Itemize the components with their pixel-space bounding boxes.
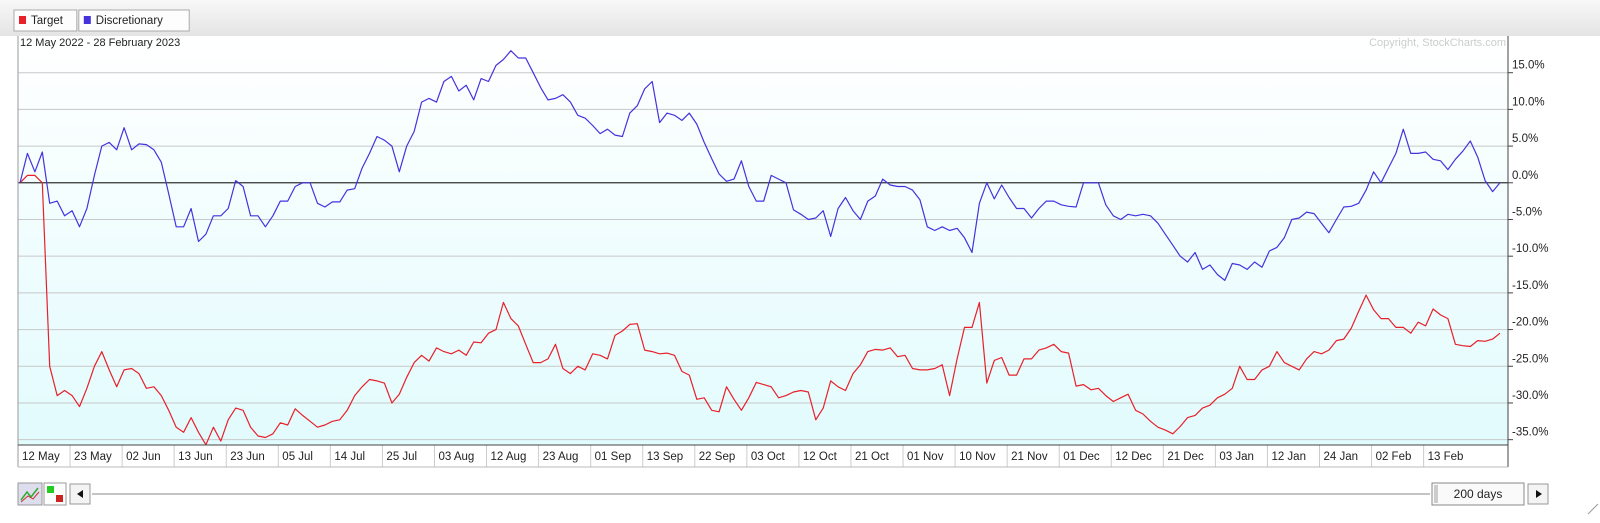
slider-grip (1434, 485, 1438, 503)
y-tick-label: -35.0% (1512, 427, 1548, 439)
x-tick-label: 23 May (74, 451, 112, 463)
legend-item[interactable] (13, 9, 78, 32)
header-bar (0, 0, 1600, 36)
plot-area (18, 36, 1508, 445)
y-tick-label: -25.0% (1512, 353, 1548, 365)
y-tick-label: 0.0% (1512, 170, 1538, 182)
x-tick-label: 21 Nov (1011, 451, 1048, 463)
x-tick-label: 03 Aug (438, 451, 474, 463)
x-tick-label: 01 Sep (595, 451, 631, 463)
x-tick-label: 25 Jul (386, 451, 417, 463)
legend-icon (47, 486, 54, 493)
x-tick-label: 12 May (22, 451, 60, 463)
x-tick-label: 12 Jan (1271, 451, 1306, 463)
x-tick-label: 03 Oct (751, 451, 786, 463)
chart-icon (20, 487, 39, 501)
x-tick-label: 23 Aug (543, 451, 579, 463)
period-box[interactable] (1431, 482, 1525, 506)
x-tick-label: 21 Dec (1167, 451, 1204, 463)
date-range: 12 May 2022 - 28 February 2023 (20, 37, 180, 49)
y-tick-label: 5.0% (1512, 133, 1538, 145)
x-tick-label: 02 Jun (126, 451, 161, 463)
y-tick-label: -5.0% (1512, 207, 1542, 219)
arrow-right (1536, 490, 1542, 498)
x-tick-label: 21 Oct (855, 451, 890, 463)
arrow-left (77, 490, 83, 498)
y-tick-label: 15.0% (1512, 60, 1545, 72)
x-tick-label: 14 Jul (334, 451, 365, 463)
x-tick-label: 13 Jun (178, 451, 213, 463)
x-tick-label: 12 Aug (491, 451, 527, 463)
x-tick-label: 12 Dec (1115, 451, 1152, 463)
x-tick-label: 13 Sep (647, 451, 683, 463)
y-tick-label: -15.0% (1512, 280, 1548, 292)
y-tick-label: -30.0% (1512, 390, 1548, 402)
legend-swatch (83, 16, 91, 24)
resize-grip (1587, 503, 1599, 515)
x-tick-label: 10 Nov (959, 451, 996, 463)
y-tick-label: 10.0% (1512, 96, 1545, 108)
period-label: 200 days (1454, 487, 1503, 501)
x-tick-label: 23 Jun (230, 451, 265, 463)
x-tick-label: 13 Feb (1428, 451, 1464, 463)
series-line (19, 50, 1501, 281)
y-tick-label: -20.0% (1512, 317, 1548, 329)
y-tick-label: -10.0% (1512, 243, 1548, 255)
x-tick-label: 02 Feb (1376, 451, 1412, 463)
legend-icon (56, 495, 63, 502)
grid-layer: 15.0% 10.0% 5.0% 0.0% -5.0% -10.0% -15.0% -20.0… (17, 60, 1548, 467)
legend-label: Discretionary (96, 15, 163, 27)
x-tick-label: 01 Dec (1063, 451, 1100, 463)
x-tick-label: 05 Jul (282, 451, 313, 463)
legend-item[interactable] (78, 9, 190, 32)
legend-swatch (19, 16, 26, 24)
line-layer (19, 50, 1501, 446)
chart-icon (20, 491, 40, 503)
x-tick-label: 03 Jan (1219, 451, 1254, 463)
legend: Target Discretionary (13, 9, 190, 32)
x-tick-label: 22 Sep (699, 451, 735, 463)
x-tick-label: 12 Oct (803, 451, 838, 463)
series-line (19, 174, 1501, 446)
copyright: Copyright, StockCharts.com (1369, 37, 1506, 49)
legend-label: Target (31, 15, 64, 27)
x-tick-label: 24 Jan (1324, 451, 1359, 463)
x-tick-label: 01 Nov (907, 451, 944, 463)
